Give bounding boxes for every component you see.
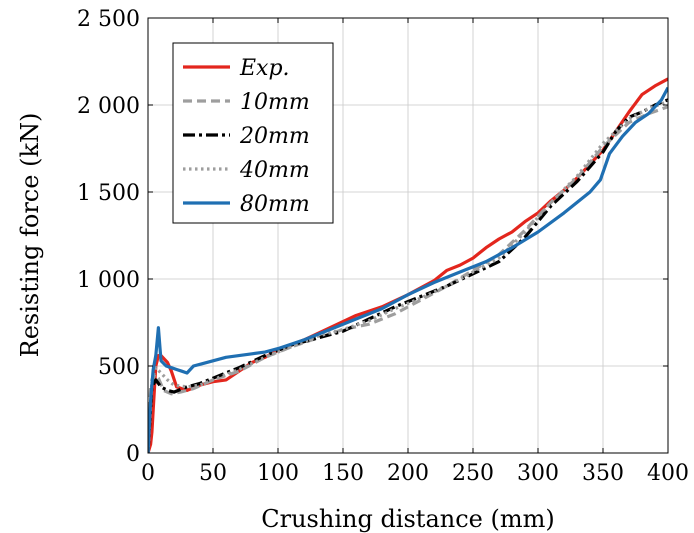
x-tick-label: 150 xyxy=(322,461,364,486)
legend-box xyxy=(172,42,334,224)
x-tick-label: 0 xyxy=(141,461,155,486)
y-tick-label: 500 xyxy=(98,355,140,380)
x-tick-label: 250 xyxy=(452,461,494,486)
y-tick-labels: 0 500 1 000 1 500 2 000 2 500 xyxy=(77,7,140,467)
series-line-80mm xyxy=(148,86,668,453)
x-tick-label: 50 xyxy=(199,461,227,486)
y-tick-label: 2 000 xyxy=(77,94,140,119)
y-tick-label: 2 500 xyxy=(77,7,140,32)
x-tick-label: 300 xyxy=(517,461,559,486)
series-line-20mm xyxy=(148,98,668,453)
series-line-10mm xyxy=(148,105,668,453)
x-tick-label: 400 xyxy=(647,461,689,486)
legend-label-80mm: 80mm xyxy=(240,192,310,217)
y-axis-title: Resisting force (kN) xyxy=(16,113,44,358)
legend-label-40mm: 40mm xyxy=(239,158,310,183)
legend: Exp. 10mm 20mm 40mm 80mm xyxy=(172,42,334,224)
legend-label-10mm: 10mm xyxy=(240,90,310,115)
series-group xyxy=(148,77,668,453)
x-tick-labels: 0 50 100 150 200 250 300 350 400 xyxy=(141,461,689,486)
y-tick-label: 1 000 xyxy=(77,268,140,293)
legend-label-exp: Exp. xyxy=(239,56,290,81)
x-tick-label: 200 xyxy=(387,461,429,486)
y-tick-label: 0 xyxy=(126,442,140,467)
x-axis-title: Crushing distance (mm) xyxy=(261,505,554,533)
x-tick-label: 350 xyxy=(582,461,624,486)
axis-ticks xyxy=(147,17,669,454)
y-tick-label: 1 500 xyxy=(77,181,140,206)
x-tick-label: 100 xyxy=(257,461,299,486)
legend-label-20mm: 20mm xyxy=(239,124,310,149)
